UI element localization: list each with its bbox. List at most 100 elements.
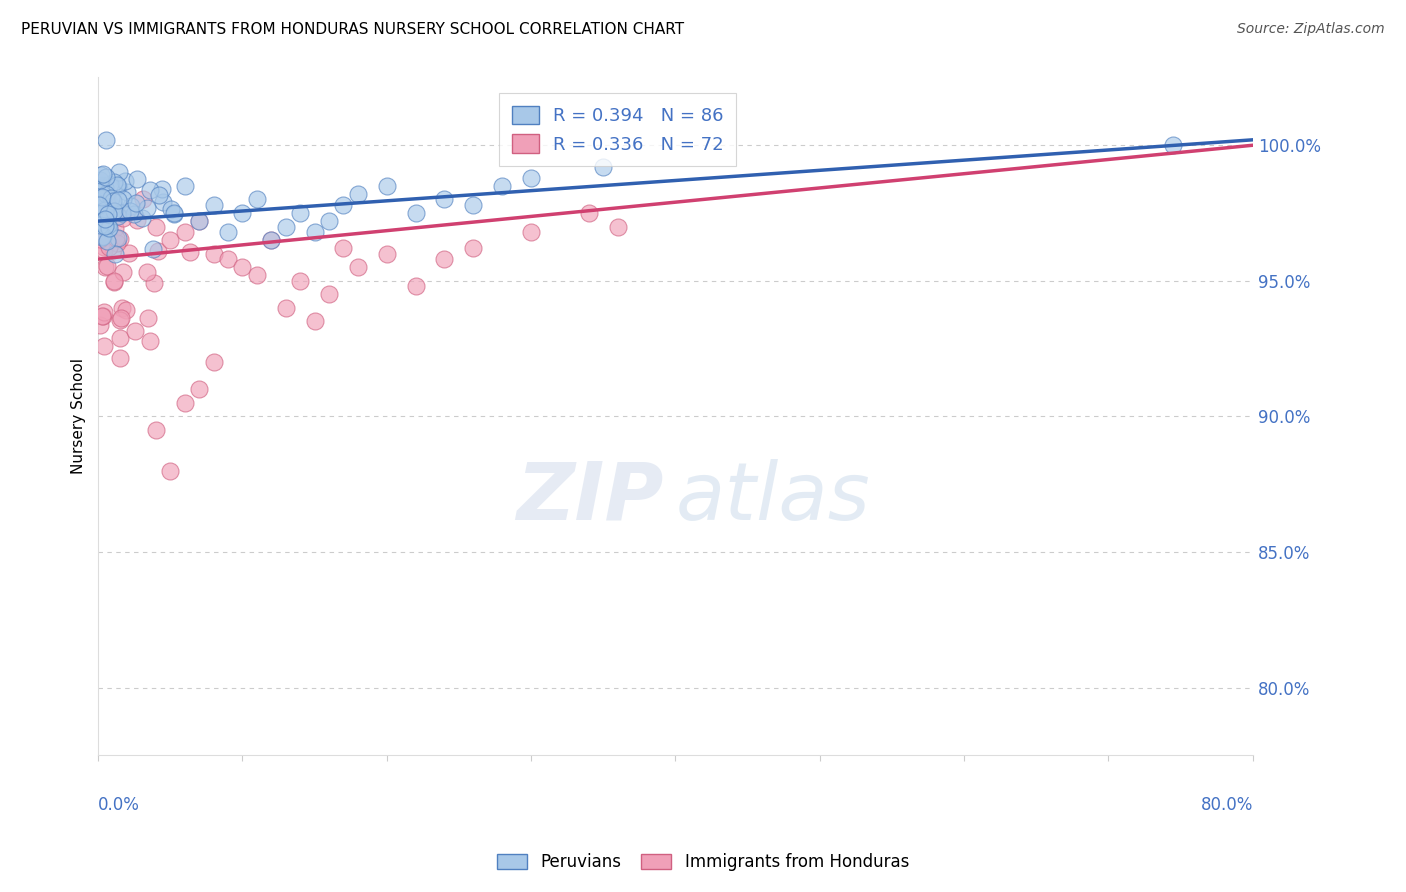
Point — [98, 177, 121, 191]
Point — [217, 225, 239, 239]
Point — [93, 203, 115, 218]
Point — [89, 215, 111, 229]
Point — [105, 235, 128, 250]
Point — [100, 191, 122, 205]
Point — [274, 219, 297, 234]
Point — [188, 214, 211, 228]
Point — [103, 204, 125, 219]
Point — [108, 331, 131, 345]
Point — [107, 165, 129, 179]
Point — [520, 170, 543, 185]
Point — [115, 186, 138, 200]
Point — [89, 202, 111, 216]
Point — [90, 211, 112, 225]
Point — [304, 225, 326, 239]
Point — [260, 233, 283, 247]
Point — [94, 212, 117, 227]
Point — [318, 287, 340, 301]
Point — [142, 242, 165, 256]
Point — [288, 274, 311, 288]
Text: atlas: atlas — [675, 458, 870, 537]
Point — [520, 225, 543, 239]
Point — [94, 220, 117, 235]
Point — [89, 318, 111, 333]
Point — [90, 181, 112, 195]
Point — [107, 230, 129, 244]
Point — [288, 206, 311, 220]
Point — [136, 264, 159, 278]
Point — [122, 207, 145, 221]
Point — [152, 182, 174, 196]
Point — [246, 193, 269, 207]
Point — [96, 193, 118, 207]
Point — [332, 241, 354, 255]
Point — [274, 301, 297, 315]
Text: Source: ZipAtlas.com: Source: ZipAtlas.com — [1237, 22, 1385, 37]
Point — [260, 233, 283, 247]
Point — [115, 302, 138, 317]
Point — [1163, 138, 1185, 153]
Point — [94, 170, 117, 185]
Point — [433, 193, 456, 207]
Y-axis label: Nursery School: Nursery School — [72, 359, 86, 475]
Point — [202, 246, 225, 260]
Point — [136, 310, 159, 325]
Point — [318, 214, 340, 228]
Point — [110, 313, 132, 327]
Point — [163, 207, 186, 221]
Point — [145, 219, 167, 234]
Point — [217, 252, 239, 266]
Point — [125, 172, 148, 186]
Point — [188, 214, 211, 228]
Point — [97, 193, 120, 207]
Point — [146, 244, 169, 258]
Point — [463, 198, 485, 212]
Point — [188, 382, 211, 396]
Point — [94, 186, 117, 201]
Point — [131, 211, 153, 226]
Point — [103, 175, 125, 189]
Point — [111, 211, 134, 226]
Point — [112, 265, 135, 279]
Legend: R = 0.394   N = 86, R = 0.336   N = 72: R = 0.394 N = 86, R = 0.336 N = 72 — [499, 94, 737, 166]
Point — [159, 464, 181, 478]
Point — [135, 202, 157, 216]
Point — [405, 206, 427, 220]
Point — [97, 222, 120, 236]
Text: 80.0%: 80.0% — [1201, 796, 1253, 814]
Point — [104, 246, 127, 260]
Point — [125, 195, 148, 210]
Point — [143, 276, 166, 290]
Legend: Peruvians, Immigrants from Honduras: Peruvians, Immigrants from Honduras — [489, 845, 917, 880]
Point — [94, 219, 117, 234]
Point — [89, 204, 111, 219]
Point — [120, 199, 142, 213]
Point — [202, 198, 225, 212]
Point — [148, 188, 170, 202]
Point — [463, 241, 485, 255]
Point — [124, 324, 146, 338]
Point — [114, 174, 136, 188]
Point — [108, 351, 131, 365]
Point — [173, 178, 195, 193]
Point — [89, 193, 111, 207]
Point — [127, 213, 149, 227]
Point — [145, 423, 167, 437]
Point — [433, 252, 456, 266]
Point — [89, 173, 111, 187]
Point — [89, 219, 111, 233]
Point — [132, 193, 155, 207]
Point — [139, 183, 162, 197]
Point — [107, 193, 129, 207]
Point — [163, 206, 186, 220]
Point — [104, 221, 127, 235]
Point — [97, 221, 120, 235]
Point — [491, 178, 513, 193]
Point — [93, 305, 115, 319]
Point — [173, 396, 195, 410]
Point — [91, 230, 114, 244]
Point — [110, 311, 132, 326]
Point — [578, 206, 600, 220]
Point — [93, 239, 115, 253]
Point — [107, 210, 129, 224]
